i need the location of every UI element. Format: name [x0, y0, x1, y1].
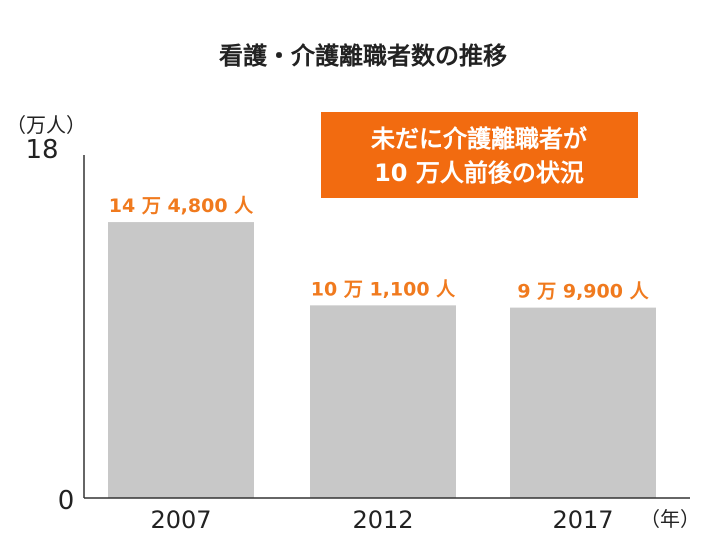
annotation-line-2: 10 万人前後の状況: [374, 159, 584, 187]
annotation-callout: 未だに介護離職者が 10 万人前後の状況: [321, 112, 638, 198]
bar-2017: [510, 307, 656, 498]
data-label-2012: 10 万 1,100 人: [311, 278, 456, 300]
x-tick-2007: 2007: [150, 506, 211, 534]
data-label-2007: 14 万 4,800 人: [109, 195, 254, 217]
y-tick-max: 18: [25, 135, 58, 165]
bar-2012: [310, 305, 456, 498]
bars-layer: 14 万 4,800 人 2007 10 万 1,100 人 2012 9 万 9,90…: [108, 195, 656, 534]
chart-title: 看護・介護離職者数の推移: [219, 42, 507, 70]
y-axis-label: （万人）: [6, 113, 86, 137]
data-label-2017: 9 万 9,900 人: [517, 281, 649, 303]
x-tick-2017: 2017: [552, 506, 613, 534]
x-axis-label: （年）: [640, 507, 700, 531]
x-tick-2012: 2012: [352, 506, 413, 534]
bar-2007: [108, 222, 254, 498]
annotation-line-1: 未だに介護離職者が: [371, 125, 587, 153]
annotation-box: [321, 112, 638, 198]
y-tick-zero: 0: [58, 486, 75, 516]
